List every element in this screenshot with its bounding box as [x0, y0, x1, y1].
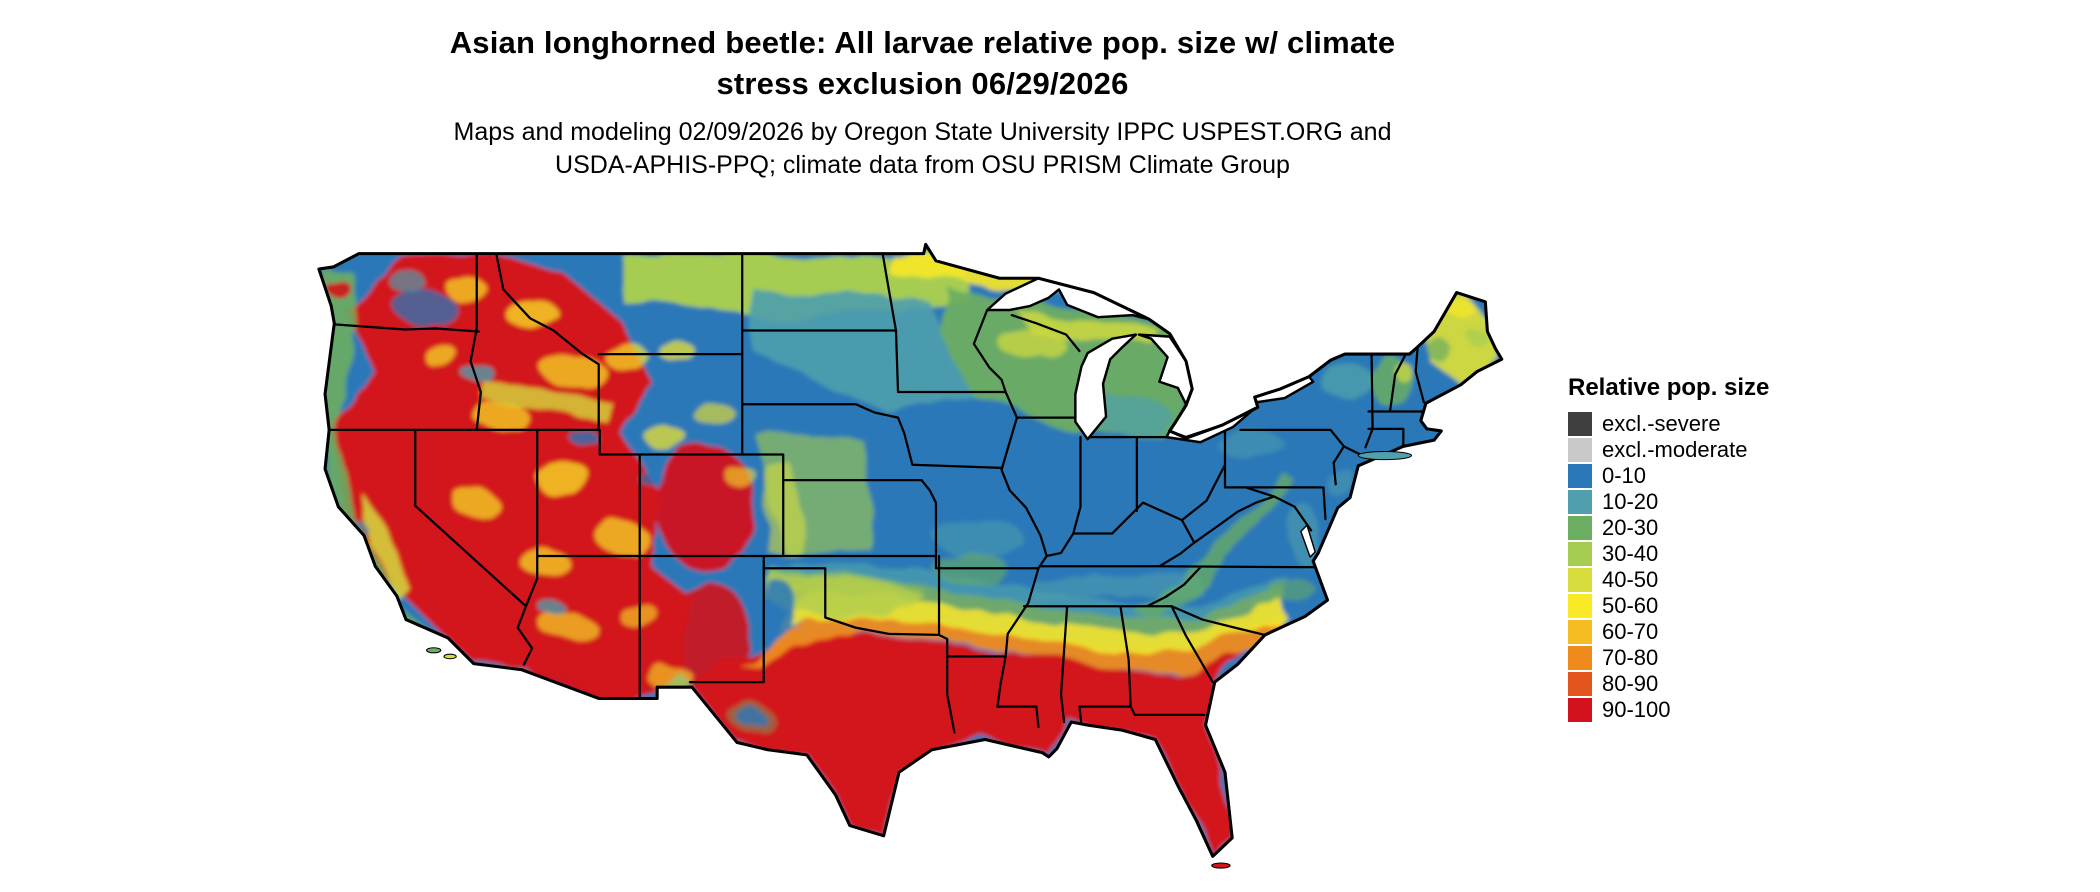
legend: Relative pop. size excl.-severe excl.-mo… — [1568, 374, 1769, 723]
legend-item: 50-60 — [1568, 593, 1769, 619]
legend-color-swatch — [1568, 646, 1592, 670]
legend-color-swatch — [1568, 412, 1592, 436]
islands — [426, 450, 1413, 869]
legend-item: 0-10 — [1568, 463, 1769, 489]
us-map — [295, 228, 1540, 884]
legend-item: 10-20 — [1568, 489, 1769, 515]
map-subtitle: Maps and modeling 02/09/2026 by Oregon S… — [0, 116, 1845, 182]
map-title: Asian longhorned beetle: All larvae rela… — [0, 22, 1845, 104]
lake-michigan — [1074, 333, 1138, 441]
map-title-line2: stress exclusion 06/29/2026 — [716, 66, 1129, 101]
us-outline — [317, 242, 1504, 858]
channel-islands — [443, 653, 457, 660]
legend-color-swatch — [1568, 698, 1592, 722]
legend-item: 90-100 — [1568, 697, 1769, 723]
legend-item: 20-30 — [1568, 515, 1769, 541]
legend-item-label: 10-20 — [1602, 489, 1659, 514]
header: Asian longhorned beetle: All larvae rela… — [0, 22, 1845, 182]
legend-item: 70-80 — [1568, 645, 1769, 671]
legend-item: excl.-moderate — [1568, 437, 1769, 463]
legend-color-swatch — [1568, 464, 1592, 488]
legend-item: excl.-severe — [1568, 411, 1769, 437]
legend-item-label: 60-70 — [1602, 619, 1659, 644]
legend-item-label: 80-90 — [1602, 671, 1659, 696]
legend-item-label: 50-60 — [1602, 593, 1659, 618]
legend-item-label: 30-40 — [1602, 541, 1659, 566]
legend-item-label: excl.-severe — [1602, 411, 1721, 436]
us-map-svg — [317, 242, 1504, 869]
legend-item: 40-50 — [1568, 567, 1769, 593]
legend-item-label: 0-10 — [1602, 463, 1647, 488]
legend-color-swatch — [1568, 516, 1592, 540]
map-subtitle-line2: USDA-APHIS-PPQ; climate data from OSU PR… — [555, 151, 1290, 179]
channel-islands — [426, 647, 442, 654]
legend-title: Relative pop. size — [1568, 374, 1770, 401]
chesapeake-bay — [1300, 524, 1316, 558]
legend-color-swatch — [1568, 438, 1592, 462]
legend-item-label: 90-100 — [1602, 697, 1671, 722]
legend-item-label: 40-50 — [1602, 567, 1659, 592]
legend-item-label: 70-80 — [1602, 645, 1659, 670]
map-subtitle-line1: Maps and modeling 02/09/2026 by Oregon S… — [453, 118, 1392, 146]
florida-keys — [1211, 862, 1231, 869]
legend-item: 60-70 — [1568, 619, 1769, 645]
legend-item: 80-90 — [1568, 671, 1769, 697]
legend-color-swatch — [1568, 542, 1592, 566]
long-island — [1357, 450, 1413, 461]
legend-color-swatch — [1568, 672, 1592, 696]
legend-color-swatch — [1568, 620, 1592, 644]
legend-item-label: 20-30 — [1602, 515, 1659, 540]
state-borders — [325, 252, 1425, 734]
legend-color-swatch — [1568, 594, 1592, 618]
legend-item-label: excl.-moderate — [1602, 437, 1748, 462]
legend-color-swatch — [1568, 490, 1592, 514]
map-title-line1: Asian longhorned beetle: All larvae rela… — [449, 25, 1396, 60]
legend-item: 30-40 — [1568, 541, 1769, 567]
legend-color-swatch — [1568, 568, 1592, 592]
